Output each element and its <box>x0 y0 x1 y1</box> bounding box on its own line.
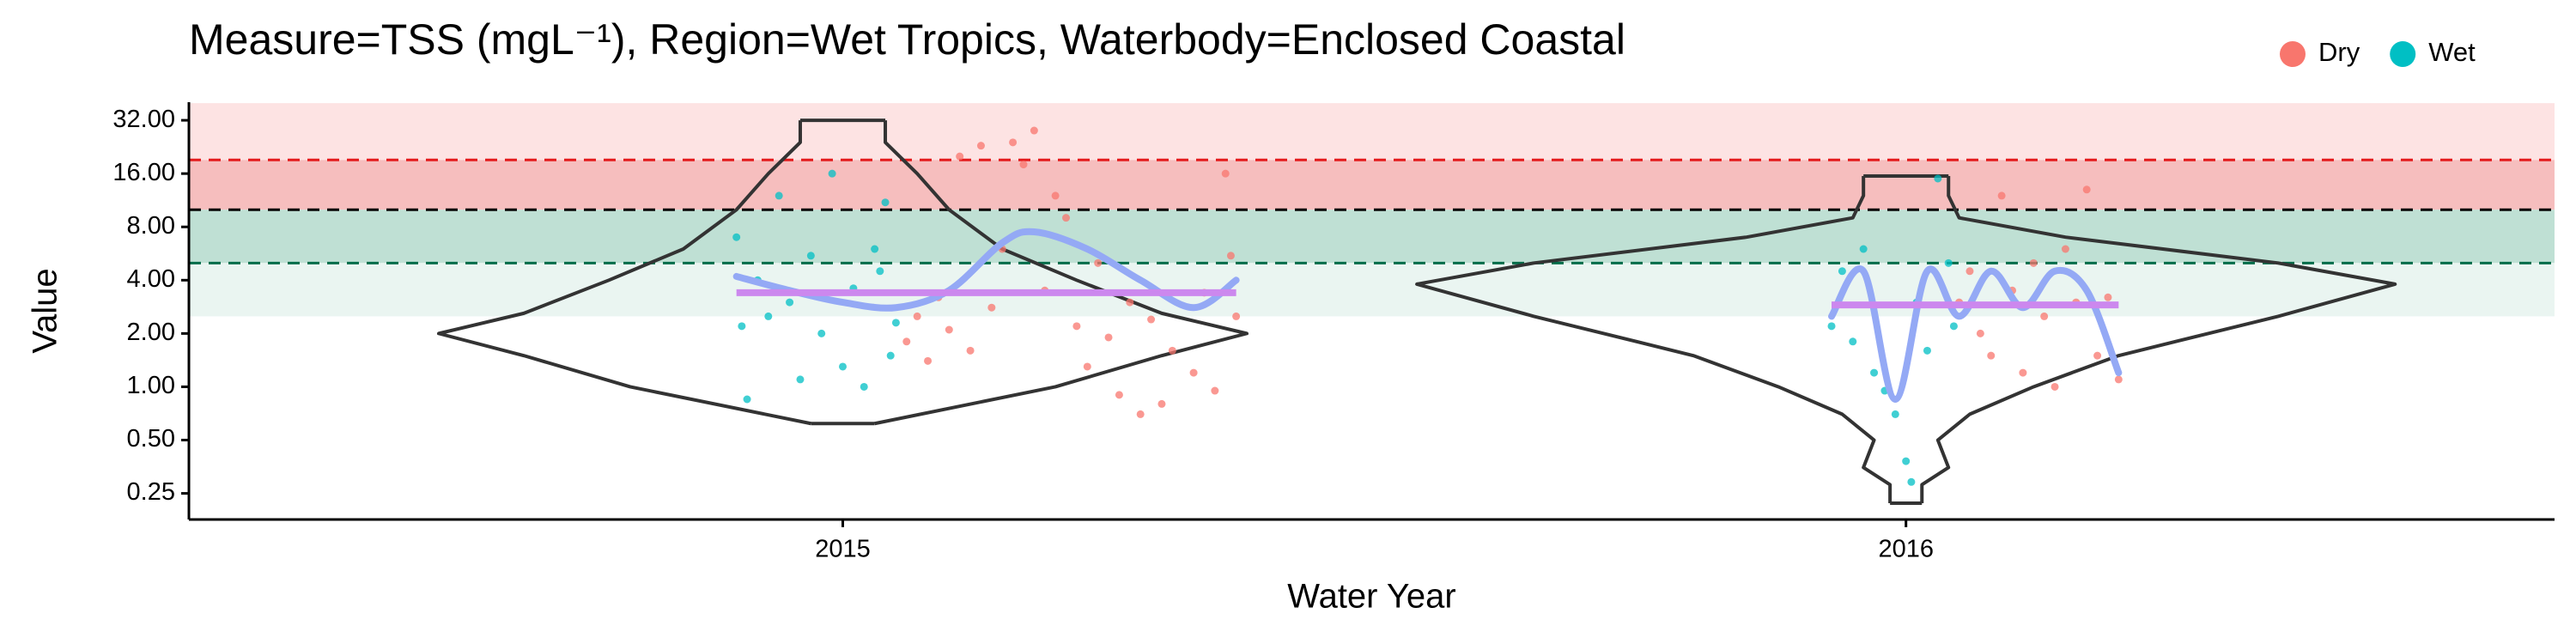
data-point <box>1827 322 1836 331</box>
legend-swatch <box>2390 41 2416 67</box>
data-point <box>2114 375 2123 384</box>
violin-outline <box>1415 176 1893 504</box>
data-point <box>2040 312 2049 320</box>
data-point <box>1944 258 1953 267</box>
data-point <box>1030 126 1038 135</box>
data-point <box>1083 362 1091 371</box>
y-tick-label: 4.00 <box>127 265 175 293</box>
data-point <box>1907 477 1916 486</box>
data-point <box>1136 410 1145 418</box>
data-point <box>1072 322 1081 331</box>
data-point <box>881 198 890 207</box>
data-point <box>1934 174 1942 183</box>
data-point <box>1870 368 1879 377</box>
chart-title: Measure=TSS (mgL⁻¹), Region=Wet Tropics,… <box>189 15 1625 64</box>
data-point <box>1115 391 1123 399</box>
data-point <box>886 351 895 360</box>
data-point <box>2050 382 2059 391</box>
data-point <box>2082 185 2091 194</box>
data-point <box>860 382 868 391</box>
data-point <box>924 356 933 365</box>
data-point <box>1976 329 1984 337</box>
y-axis-label: Value <box>27 268 64 353</box>
y-tick-label: 0.50 <box>127 425 175 453</box>
data-point <box>1051 191 1060 200</box>
data-point <box>1226 252 1235 260</box>
data-point <box>1987 351 1996 360</box>
y-tick-label: 0.25 <box>127 478 175 506</box>
data-point <box>1211 386 1219 395</box>
x-tick-label: 2016 <box>1878 536 1934 563</box>
y-tick-label: 1.00 <box>127 372 175 399</box>
data-point <box>743 395 751 404</box>
data-point <box>871 245 879 253</box>
legend-swatch <box>2280 41 2306 67</box>
data-point <box>817 329 826 337</box>
x-tick-label: 2015 <box>815 536 871 563</box>
threshold-band <box>189 263 2555 317</box>
data-point <box>838 362 847 371</box>
data-point <box>987 303 996 312</box>
violin-outline <box>1920 176 2397 504</box>
data-point <box>1949 322 1958 331</box>
data-point <box>1891 410 1899 418</box>
data-point <box>1009 138 1018 147</box>
data-point <box>2019 368 2027 377</box>
legend-label: Dry <box>2318 37 2360 67</box>
data-point <box>876 267 884 276</box>
data-point <box>1965 267 1974 276</box>
data-point <box>956 152 964 161</box>
y-tick-label: 32.00 <box>112 106 175 133</box>
data-point <box>1221 169 1230 178</box>
smooth-line <box>1828 265 2123 403</box>
data-point <box>786 298 794 307</box>
data-point <box>764 312 773 320</box>
data-point <box>1232 312 1241 320</box>
smooth-line <box>732 228 1240 312</box>
data-point <box>1157 399 1166 408</box>
data-point <box>945 325 953 334</box>
data-point <box>806 252 815 260</box>
x-axis-label: Water Year <box>1287 578 1455 616</box>
data-point <box>1168 346 1176 355</box>
data-point <box>891 319 900 327</box>
data-point <box>828 169 836 178</box>
data-point <box>1923 346 1931 355</box>
data-point <box>1147 315 1156 324</box>
data-point <box>2029 258 2038 267</box>
data-point <box>1019 161 1028 169</box>
data-point <box>775 191 783 200</box>
y-tick-label: 16.00 <box>112 159 175 186</box>
data-point <box>1104 333 1113 342</box>
violin-outline <box>436 120 811 426</box>
data-point <box>1997 191 2006 200</box>
y-tick-label: 8.00 <box>127 212 175 240</box>
data-point <box>2093 351 2102 360</box>
data-point <box>2061 245 2069 253</box>
data-point <box>1849 337 1857 346</box>
data-point <box>1189 368 1198 377</box>
data-point <box>1838 267 1846 276</box>
data-point <box>966 346 975 355</box>
data-point <box>2104 293 2112 301</box>
data-point <box>902 337 911 346</box>
data-point <box>738 322 746 331</box>
legend-label: Wet <box>2428 37 2476 67</box>
data-point <box>732 233 741 241</box>
data-point <box>1062 214 1071 222</box>
threshold-band <box>189 103 2555 161</box>
data-point <box>796 375 805 384</box>
data-point <box>913 312 921 320</box>
data-point <box>1902 457 1911 465</box>
y-tick-label: 2.00 <box>127 319 175 346</box>
data-point <box>1094 258 1103 267</box>
data-point <box>976 142 985 150</box>
threshold-band <box>189 210 2555 264</box>
threshold-band <box>189 160 2555 210</box>
data-point <box>1126 298 1134 307</box>
data-point <box>1859 245 1868 253</box>
violin-outline <box>874 120 1249 426</box>
